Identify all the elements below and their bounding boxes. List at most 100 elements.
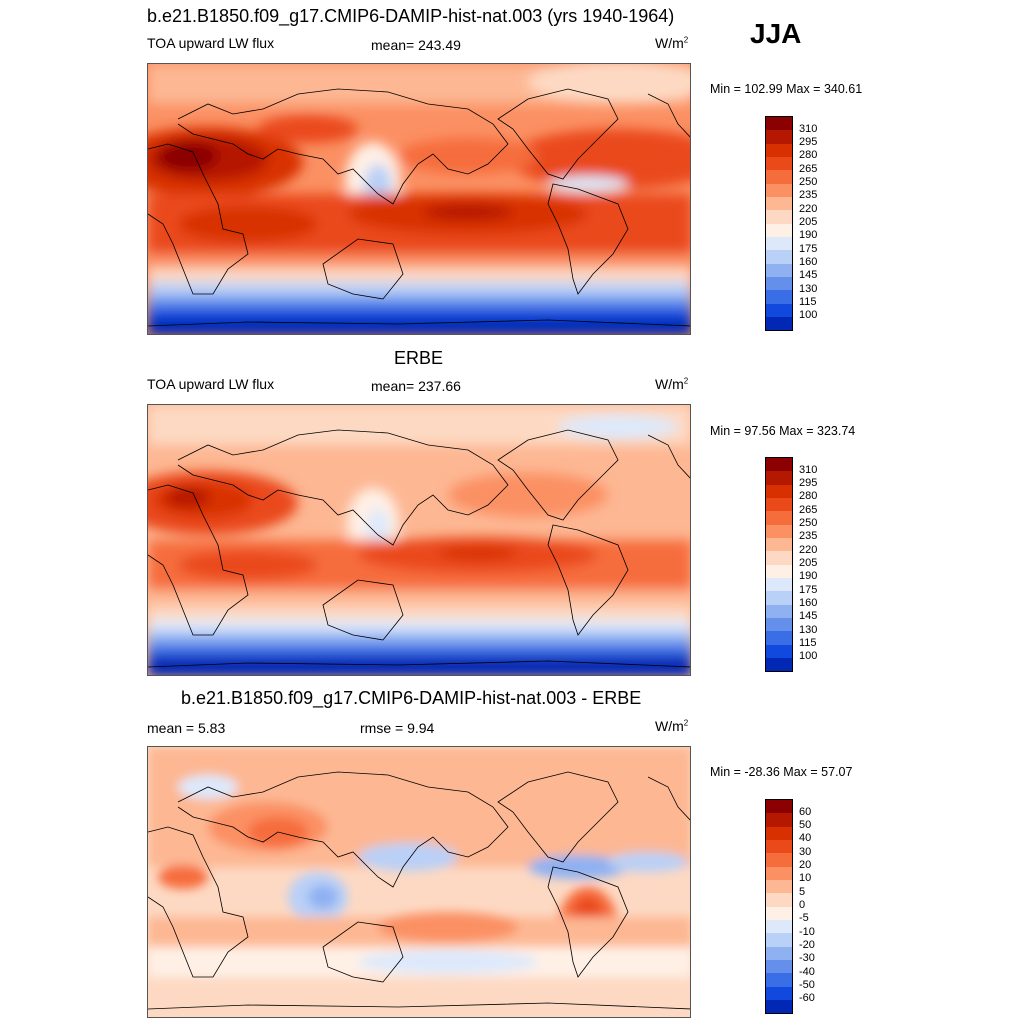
colorbar-swatch <box>766 973 792 987</box>
panel-2-variable-label: TOA upward LW flux <box>147 376 275 392</box>
colorbar-tick-label: 50 <box>799 819 812 832</box>
colorbar-swatch <box>766 826 792 840</box>
colorbar-tick-label: 205 <box>799 216 818 229</box>
panel-3-colorbar-labels: 60 50 40 30 20 10 5 0 -5 -10 -20 -30 -40 -50 -60 <box>799 799 859 1012</box>
colorbar-swatch <box>766 524 792 538</box>
colorbar-tick-label: 160 <box>799 597 818 610</box>
colorbar-swatch <box>766 316 792 331</box>
colorbar-swatch <box>766 156 792 171</box>
colorbar-swatch <box>766 537 792 552</box>
colorbar-tick-label: -5 <box>799 912 809 925</box>
colorbar-swatch <box>766 170 792 184</box>
colorbar-tick-label: 10 <box>799 872 812 885</box>
colorbar-swatch <box>766 117 792 131</box>
colorbar-swatch <box>766 959 792 974</box>
colorbar-swatch <box>766 484 792 498</box>
colorbar-swatch <box>766 604 792 618</box>
colorbar-tick-label: 310 <box>799 122 818 135</box>
colorbar-swatch <box>766 458 792 472</box>
colorbar-tick-label: 205 <box>799 557 818 570</box>
colorbar-swatch <box>766 250 792 264</box>
colorbar-tick-label: 280 <box>799 490 818 503</box>
colorbar-tick-label: 100 <box>799 650 818 663</box>
colorbar-swatch <box>766 866 792 880</box>
panel-3-title: b.e21.B1850.f09_g17.CMIP6-DAMIP-hist-nat… <box>181 688 642 708</box>
colorbar-swatch <box>766 999 792 1014</box>
panel-1-min-max: Min = 102.99 Max = 340.61 <box>710 82 863 96</box>
colorbar-tick-label: 175 <box>799 583 818 596</box>
panel-2-min-max: Min = 97.56 Max = 323.74 <box>710 424 856 438</box>
colorbar-tick-label: 190 <box>799 229 818 242</box>
colorbar-swatch <box>766 906 792 920</box>
colorbar-swatch <box>766 631 792 645</box>
colorbar-swatch <box>766 236 792 251</box>
colorbar-tick-label: -50 <box>799 979 815 992</box>
colorbar-swatch <box>766 893 792 907</box>
panel-3-rmse-label: rmse = 9.94 <box>360 720 435 736</box>
colorbar-swatch <box>766 644 792 658</box>
colorbar-tick-label: 145 <box>799 610 818 623</box>
colorbar-swatch <box>766 196 792 211</box>
colorbar-tick-label: 295 <box>799 477 818 490</box>
panel-1-colorbar <box>765 116 793 332</box>
colorbar-swatch <box>766 497 792 512</box>
colorbar-tick-label: 145 <box>799 269 818 282</box>
panel-3-mean-label: mean = 5.83 <box>147 720 226 736</box>
colorbar-swatch <box>766 657 792 672</box>
season-label: JJA <box>750 18 802 49</box>
colorbar-tick-label: 220 <box>799 202 818 215</box>
colorbar-swatch <box>766 143 792 157</box>
panel-2-units: W/m2 <box>655 376 689 392</box>
panel-3-map <box>147 746 691 1018</box>
colorbar-tick-label: 280 <box>799 149 818 162</box>
colorbar-tick-label: 190 <box>799 570 818 583</box>
colorbar-tick-label: -10 <box>799 925 815 938</box>
colorbar-swatch <box>766 617 792 632</box>
colorbar-swatch <box>766 919 792 934</box>
panel-3-min-max: Min = -28.36 Max = 57.07 <box>710 765 853 779</box>
colorbar-tick-label: 0 <box>799 899 806 912</box>
colorbar-swatch <box>766 303 792 317</box>
colorbar-tick-label: 115 <box>799 296 817 309</box>
colorbar-tick-label: 60 <box>799 805 812 818</box>
colorbar-tick-label: 310 <box>799 463 818 476</box>
colorbar-tick-label: 100 <box>799 309 818 322</box>
panel-1-title: b.e21.B1850.f09_g17.CMIP6-DAMIP-hist-nat… <box>147 6 675 26</box>
colorbar-tick-label: 295 <box>799 136 818 149</box>
colorbar-tick-label: -60 <box>799 992 815 1005</box>
colorbar-swatch <box>766 813 792 827</box>
colorbar-swatch <box>766 591 792 605</box>
colorbar-tick-label: -30 <box>799 952 815 965</box>
colorbar-swatch <box>766 946 792 960</box>
panel-2-mean-label: mean= 237.66 <box>371 378 461 394</box>
panel-1-units: W/m2 <box>655 35 689 51</box>
colorbar-tick-label: 160 <box>799 256 818 269</box>
panel-2-map <box>147 404 691 676</box>
colorbar-swatch <box>766 839 792 854</box>
colorbar-tick-label: 175 <box>799 242 818 255</box>
colorbar-tick-label: 265 <box>799 503 818 516</box>
colorbar-swatch <box>766 933 792 947</box>
colorbar-swatch <box>766 263 792 277</box>
colorbar-tick-label: 220 <box>799 543 818 556</box>
colorbar-tick-label: 265 <box>799 162 818 175</box>
colorbar-tick-label: 235 <box>799 189 818 202</box>
colorbar-swatch <box>766 879 792 894</box>
panel-1-map <box>147 63 691 335</box>
colorbar-tick-label: 130 <box>799 282 818 295</box>
colorbar-tick-label: -20 <box>799 939 815 952</box>
colorbar-swatch <box>766 564 792 578</box>
colorbar-tick-label: 115 <box>799 637 817 650</box>
panel-3-units: W/m2 <box>655 718 689 734</box>
colorbar-tick-label: 20 <box>799 859 812 872</box>
colorbar-swatch <box>766 551 792 565</box>
colorbar-tick-label: 5 <box>799 885 806 898</box>
colorbar-tick-label: 130 <box>799 623 818 636</box>
colorbar-swatch <box>766 130 792 144</box>
colorbar-swatch <box>766 223 792 237</box>
colorbar-swatch <box>766 210 792 224</box>
panel-1-mean-label: mean= 243.49 <box>371 37 461 53</box>
colorbar-tick-label: 30 <box>799 845 812 858</box>
colorbar-swatch <box>766 276 792 291</box>
panel-2-title: ERBE <box>394 348 444 368</box>
